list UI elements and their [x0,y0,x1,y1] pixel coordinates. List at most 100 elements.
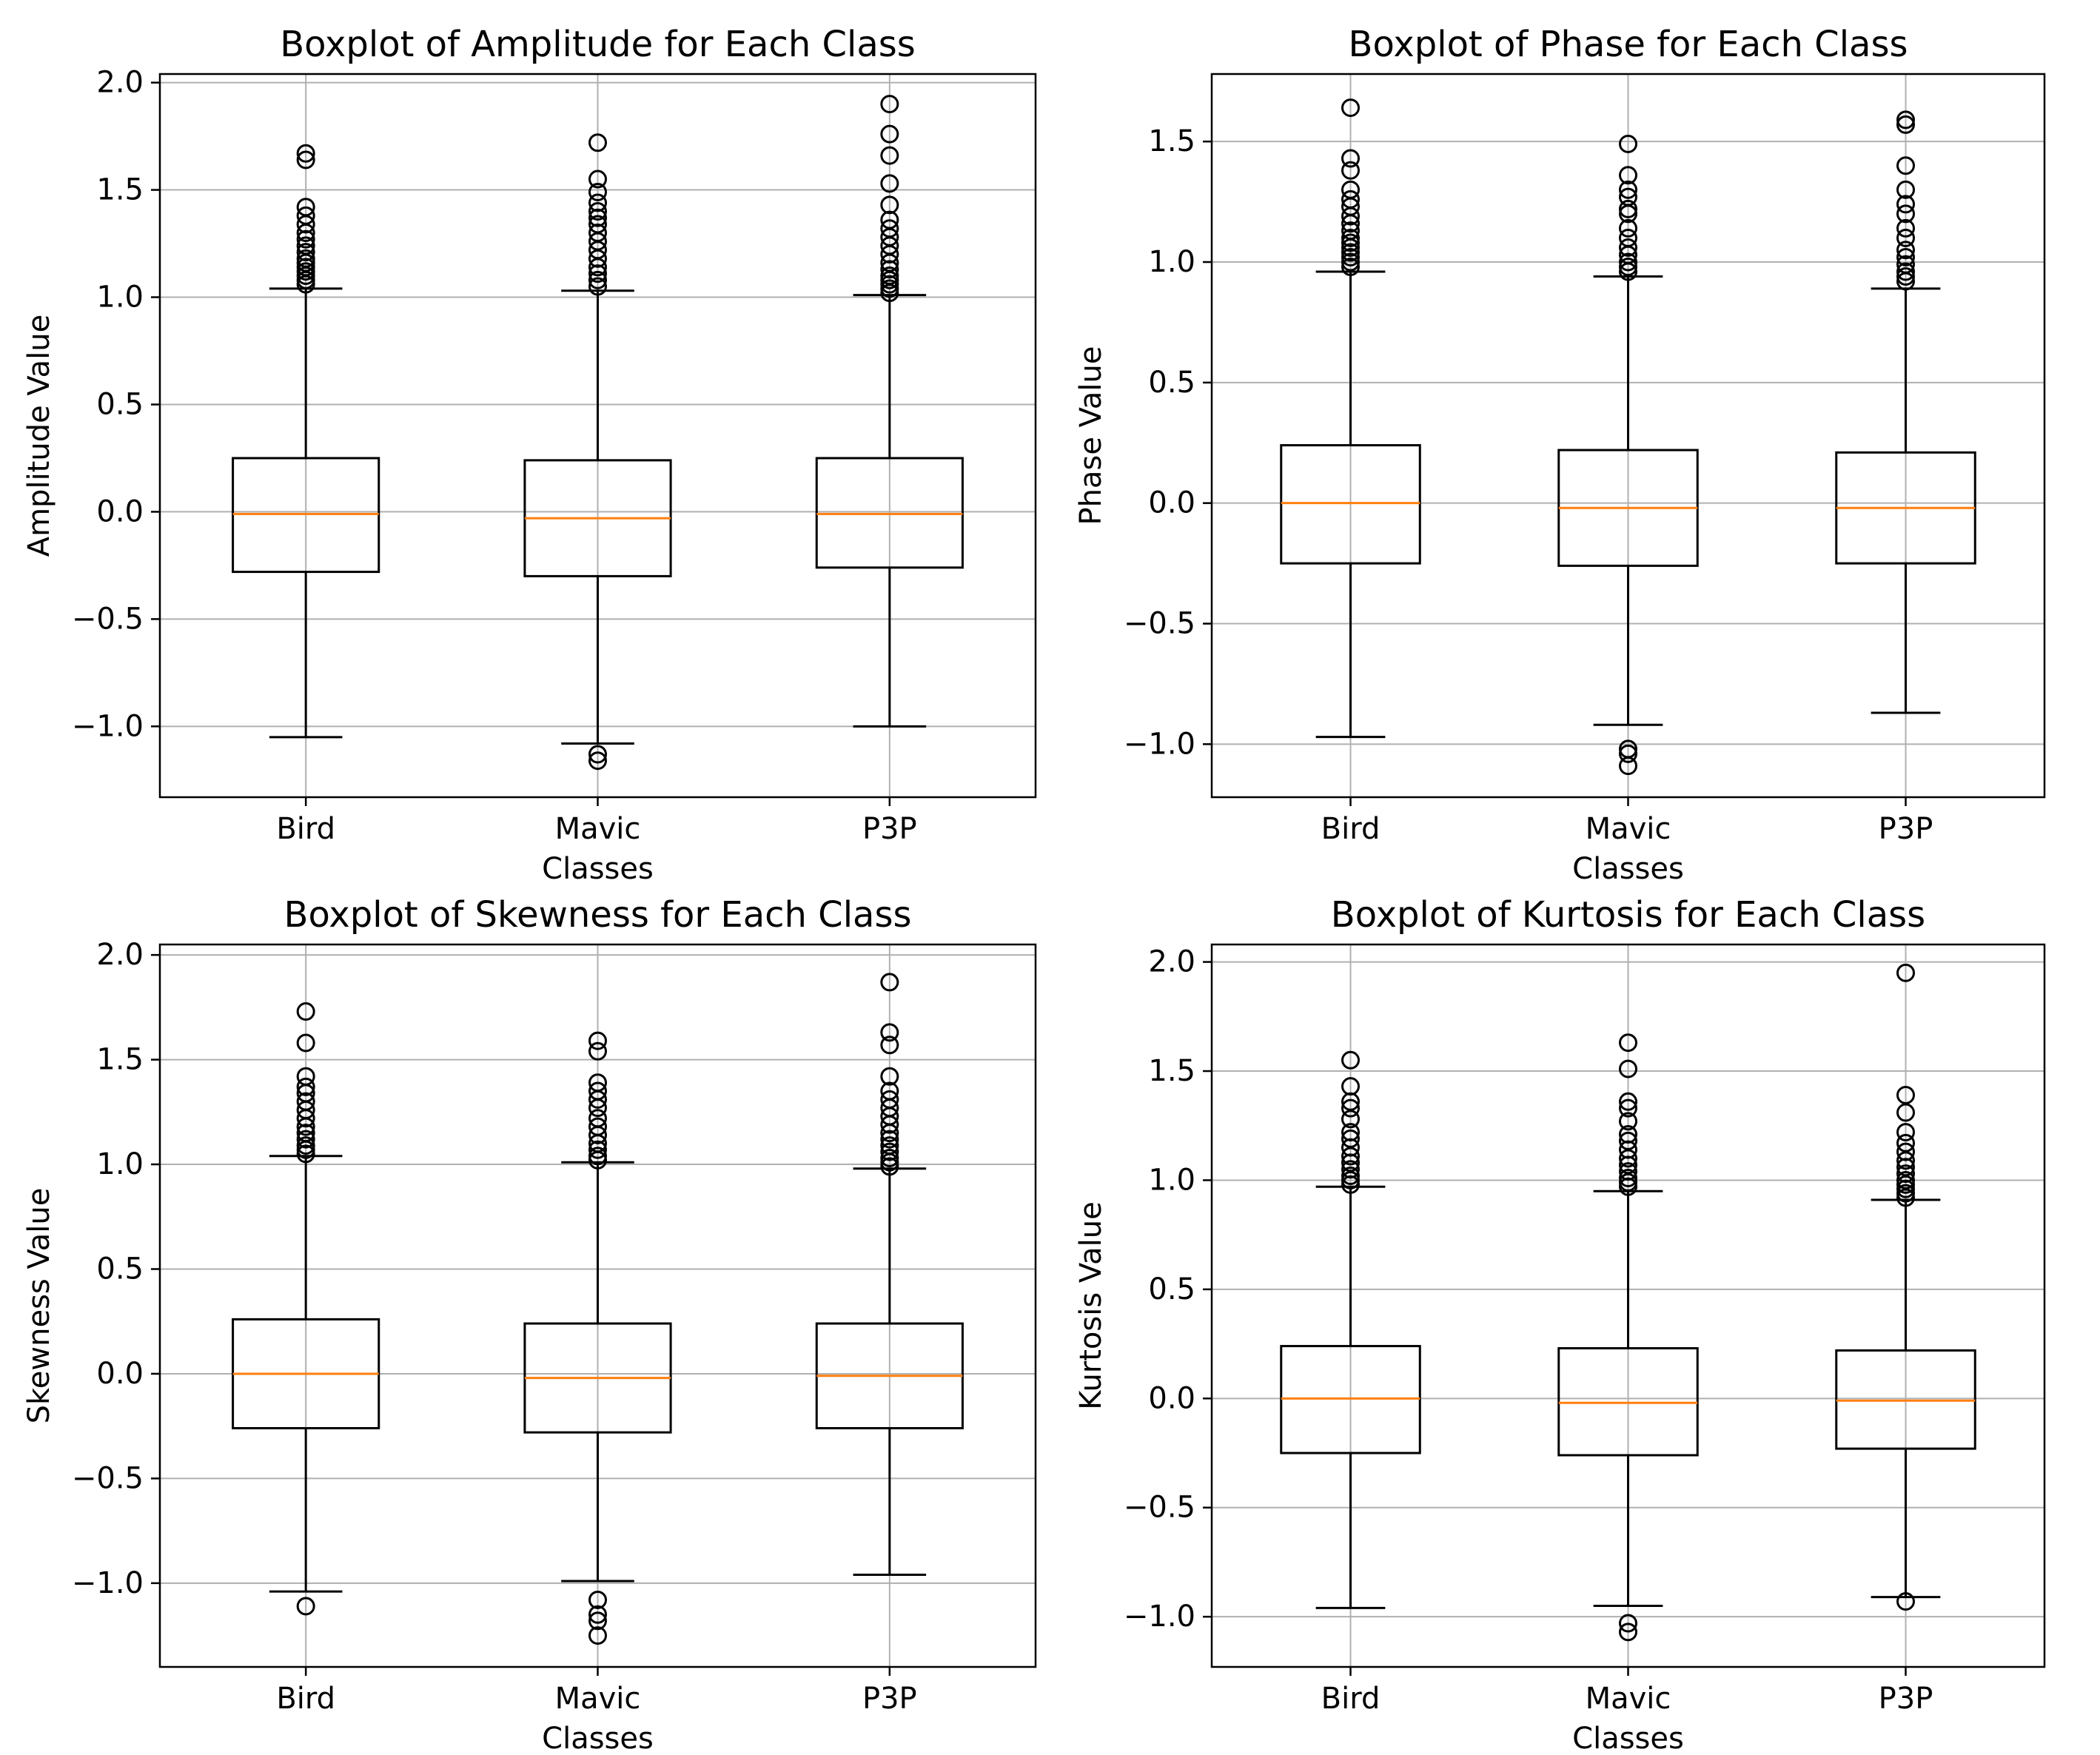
chart3-outlier-point [880,1130,899,1149]
chart2-iqr-box [1280,444,1421,565]
chart3-ytick-label: 1.0 [96,1147,144,1181]
chart4-ytick-label: 1.5 [1148,1054,1195,1088]
chart4-outlier-point [1341,1077,1360,1096]
chart2-outlier-point [1619,744,1637,763]
chart3-outlier-point [588,1031,607,1050]
chart4-outlier-point [1619,1092,1637,1111]
chart2-outlier-point [1619,252,1637,272]
chart2-outlier-point [1619,166,1637,185]
chart3-outlier-point [296,1130,315,1149]
chart4-outlier-point [1341,1129,1360,1148]
chart2-outlier-point [1341,233,1360,252]
chart1-outlier-point [588,264,607,283]
chart2-outlier-point [1619,187,1637,207]
chart4-outlier-point [1896,963,1915,982]
chart3-xtick-label-mavic: Mavic [555,1682,641,1716]
chart3-outlier-point [588,1626,607,1645]
chart1-outlier-point [880,260,899,279]
chart3-outlier-point [296,1092,315,1111]
chart3-outlier-point [588,1041,607,1061]
chart1-outlier-point [296,150,315,170]
chart1-outlier-point [588,170,607,189]
chart2-outlier-point [1896,267,1915,286]
chart2-outlier-point [1619,228,1637,247]
chart3-outlier-point [880,1136,899,1155]
chart2-box-mavic [1557,134,1699,776]
chart1-outlier-point [588,193,607,212]
chart1-title: Boxplot of Amplitude for Each Class [280,24,916,65]
chart2-y-axis-label: Phase Value [1074,346,1108,526]
chart1-outlier-point [880,95,899,114]
chart2-outlier-point [1896,195,1915,214]
chart3-outlier-point [296,1033,315,1053]
chart4-outlier-point [1341,1098,1360,1118]
chart2-outlier-point [1896,241,1915,260]
chart2-outlier-point [1341,149,1360,168]
chart4-outlier-point [1619,1623,1637,1642]
chart1-outlier-point [296,144,315,163]
chart3-box-p3p [815,973,964,1577]
chart4-outlier-point [1896,1151,1915,1170]
chart2-ytick-label: 0.0 [1148,486,1195,520]
chart2-outlier-point [1341,161,1360,180]
chart2-outlier-point [1896,255,1915,274]
chart3-panel: 2.0 1.5 1.0 0.5 0.0 −0.5 −1.0 Bird Mavic P3P Boxpl… [22,894,1037,1755]
chart2-ytick-label: 1.0 [1148,245,1195,279]
chart1-outlier-point [296,249,315,268]
chart3-ytick-label: −1.0 [72,1566,144,1600]
chart1-outlier-point [588,215,607,234]
chart1-outlier-point [588,208,607,227]
chart2-outlier-point [1896,228,1915,247]
chart4-xtick-label-p3p: P3P [1879,1682,1933,1716]
chart1-ytick-label: 0.0 [96,494,144,528]
chart4-outlier-point [1341,1050,1360,1070]
chart4-outlier-point [1619,1125,1637,1144]
chart1-xtick-label-p3p: P3P [862,812,917,846]
chart4-outlier-point [1619,1614,1637,1633]
chart4-outlier-point [1896,1142,1915,1161]
chart4-xtick-label-bird: Bird [1321,1682,1381,1716]
chart3-xtick-label-p3p: P3P [862,1682,917,1716]
chart1-outlier-point [588,182,607,201]
chart3-outlier-point [588,1147,607,1166]
chart2-ytick-label: −1.0 [1124,727,1195,761]
chart1-x-axis-label: Classes [542,852,654,886]
chart3-outlier-point [588,1590,607,1609]
chart2-title: Boxplot of Phase for Each Class [1349,24,1908,65]
chart2-outlier-point [1896,218,1915,238]
chart2-outlier-point [1896,156,1915,175]
chart1-outlier-point [880,195,899,215]
chart1-ytick-label: −0.5 [72,602,144,636]
chart3-ytick-label: 1.5 [96,1043,144,1077]
chart3-outlier-point [588,1081,607,1101]
chart4-outlier-point [1896,1133,1915,1152]
chart3-outlier-point [880,1090,899,1109]
chart2-outlier-point [1341,221,1360,241]
chart4-outlier-point [1341,1167,1360,1186]
chart1-ytick-label: 2.0 [96,66,144,100]
chart4-x-axis-label: Classes [1572,1722,1684,1755]
chart1-outlier-point [588,133,607,152]
chart1-outlier-point [880,124,899,144]
chart3-outlier-point [296,1002,315,1021]
chart1-box-mavic [523,133,672,771]
chart4-outlier-point [1896,1170,1915,1189]
chart3-outlier-point [588,1109,607,1128]
chart1-outlier-point [880,174,899,193]
chart1-outlier-point [880,219,899,238]
chart1-outlier-point [588,745,607,764]
chart4-ytick-label: 0.5 [1148,1272,1195,1306]
chart4-title: Boxplot of Kurtosis for Each Class [1331,894,1925,936]
chart2-panel: 1.5 1.0 0.5 0.0 −0.5 −1.0 Bird Mavic P3P Boxplot … [1074,24,2046,886]
chart1-outlier-point [588,751,607,771]
chart3-ytick-label: −0.5 [72,1461,144,1495]
chart3-outlier-point [880,1036,899,1055]
chart4-outlier-point [1896,1085,1915,1104]
chart2-xtick-label-mavic: Mavic [1586,812,1671,846]
chart2-outlier-point [1341,252,1360,272]
chart4-ytick-label: −1.0 [1124,1600,1195,1634]
chart3-y-axis-label: Skewness Value [22,1188,56,1424]
chart2-outlier-point [1341,228,1360,247]
chart1-outlier-point [588,224,607,243]
